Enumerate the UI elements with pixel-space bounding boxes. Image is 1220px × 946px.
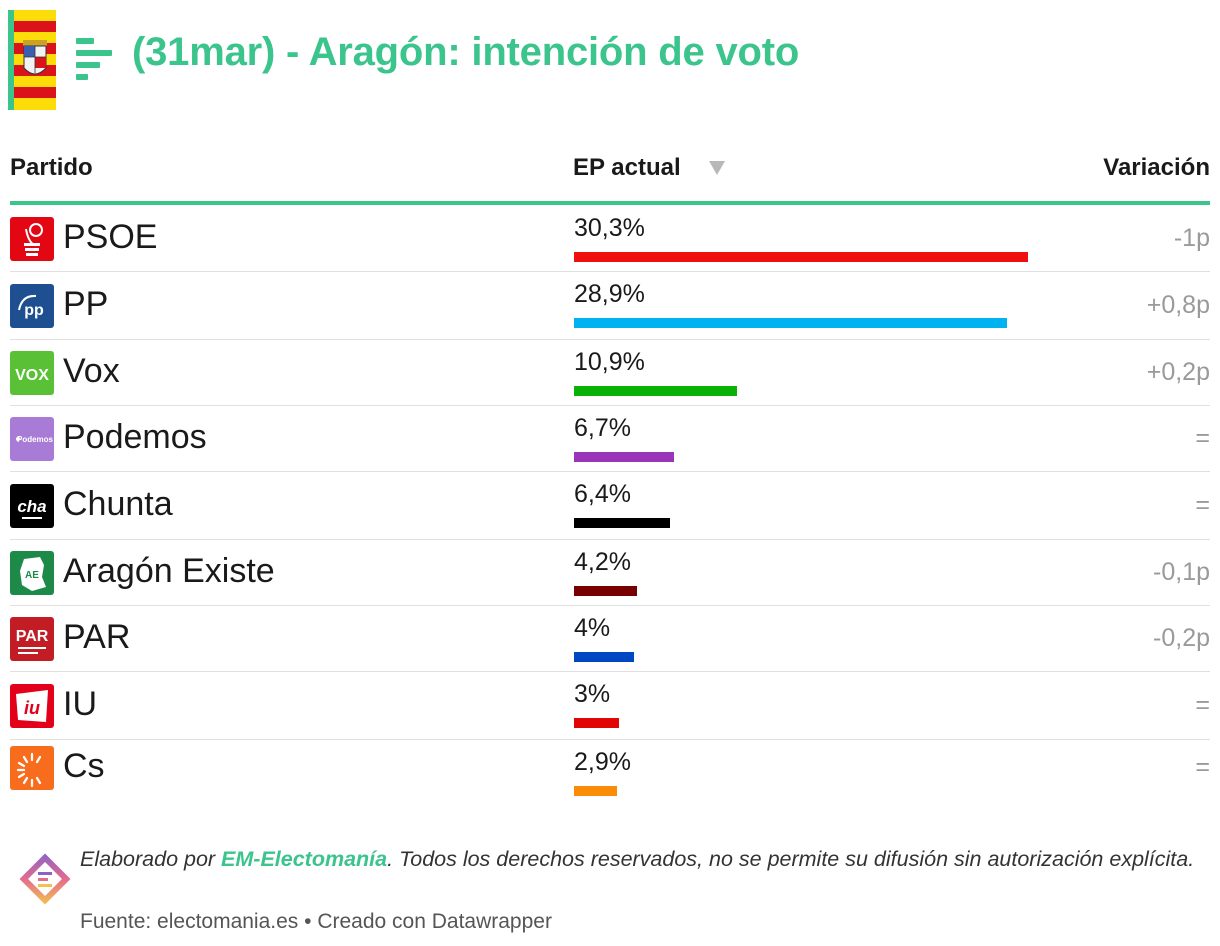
variation-value: =: [1195, 691, 1210, 719]
table-row-podemos: Podemos Podemos 6,7% =: [10, 406, 1210, 472]
footer-rest: . Todos los derechos reservados, no se p…: [387, 847, 1195, 871]
iu-logo-icon: iu: [10, 684, 54, 728]
svg-text:AE: AE: [25, 570, 39, 581]
variation-value: =: [1195, 491, 1210, 519]
chunta-logo-icon: cha: [10, 484, 54, 528]
aragon-flag-icon: [14, 10, 56, 110]
value-label: 28,9%: [574, 280, 645, 308]
par-logo-icon: PAR: [10, 617, 54, 661]
party-name: Vox: [63, 352, 120, 390]
value-label: 30,3%: [574, 214, 645, 242]
bar-iu: [574, 718, 619, 728]
value-label: 6,4%: [574, 480, 631, 508]
vox-logo-icon: VOX: [10, 351, 54, 395]
value-label: 4%: [574, 614, 611, 642]
party-name: Cs: [63, 747, 105, 785]
table-row-psoe: PSOE 30,3% -1p: [10, 206, 1210, 272]
svg-text:VOX: VOX: [15, 367, 49, 384]
table-row-vox: VOX Vox 10,9% +0,2p: [10, 340, 1210, 406]
electomania-bars-icon: [76, 38, 112, 80]
variation-value: =: [1195, 424, 1210, 452]
variation-value: =: [1195, 753, 1210, 781]
party-name: Podemos: [63, 418, 207, 456]
column-header-variation[interactable]: Variación: [1103, 154, 1210, 181]
sort-desc-icon[interactable]: [709, 161, 725, 175]
bar-vox: [574, 386, 737, 396]
variation-value: -1p: [1173, 224, 1210, 252]
table-row-chunta: cha Chunta 6,4% =: [10, 472, 1210, 540]
bar-aragon-existe: [574, 586, 637, 596]
variation-value: -0,1p: [1153, 558, 1210, 586]
bar-par: [574, 652, 634, 662]
pp-logo-icon: pp: [10, 284, 54, 328]
electomania-logo-icon: [14, 848, 76, 910]
bar-podemos: [574, 452, 674, 462]
variation-value: +0,2p: [1146, 358, 1210, 386]
party-name: PSOE: [63, 218, 158, 256]
svg-text:cha: cha: [17, 497, 46, 516]
bar-chunta: [574, 518, 670, 528]
footer-source: Fuente: electomania.es • Creado con Data…: [80, 910, 552, 933]
column-header-ep[interactable]: EP actual: [573, 154, 681, 181]
value-label: 3%: [574, 680, 611, 708]
header-accent-bar: [8, 10, 14, 110]
value-label: 4,2%: [574, 548, 631, 576]
party-name: PAR: [63, 618, 131, 656]
svg-text:PAR: PAR: [16, 628, 49, 645]
svg-text:Podemos: Podemos: [17, 435, 54, 444]
value-label: 6,7%: [574, 414, 631, 442]
value-label: 10,9%: [574, 348, 645, 376]
party-name: IU: [63, 685, 97, 723]
column-header-party[interactable]: Partido: [10, 154, 93, 181]
table-row-pp: pp PP 28,9% +0,8p: [10, 272, 1210, 340]
table-row-aragon-existe: AE Aragón Existe 4,2% -0,1p: [10, 540, 1210, 606]
svg-text:iu: iu: [24, 698, 40, 718]
bar-cs: [574, 786, 617, 796]
footer-notes: Elaborado por EM-Electomanía. Todos los …: [80, 845, 1200, 873]
cs-logo-icon: [10, 746, 54, 790]
aragon-existe-logo-icon: AE: [10, 551, 54, 595]
chart-title: (31mar) - Aragón: intención de voto: [132, 30, 800, 74]
svg-text:pp: pp: [24, 302, 44, 319]
table-row-par: PAR PAR 4% -0,2p: [10, 606, 1210, 672]
value-label: 2,9%: [574, 748, 631, 776]
table-row-iu: iu IU 3% =: [10, 672, 1210, 740]
variation-value: -0,2p: [1153, 624, 1210, 652]
party-name: PP: [63, 285, 109, 323]
psoe-logo-icon: [10, 217, 54, 261]
bar-pp: [574, 318, 1007, 328]
header-divider: [10, 201, 1210, 205]
footer-brand-link[interactable]: EM-Electomanía: [221, 847, 388, 871]
party-name: Chunta: [63, 485, 173, 523]
party-name: Aragón Existe: [63, 552, 275, 590]
footer-prefix: Elaborado por: [80, 847, 222, 871]
table-row-cs: Cs 2,9% =: [10, 740, 1210, 796]
variation-value: +0,8p: [1146, 291, 1210, 319]
bar-psoe: [574, 252, 1028, 262]
podemos-logo-icon: Podemos: [10, 417, 54, 461]
